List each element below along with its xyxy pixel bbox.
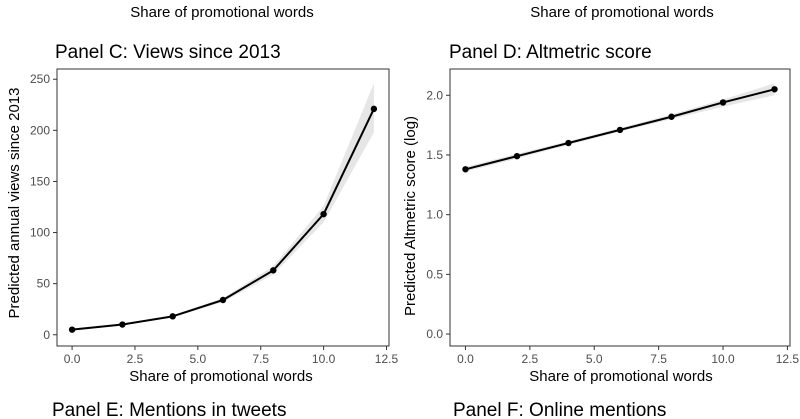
panel-d-y-tick-label: 1.5 [426, 148, 443, 162]
panel-c-y-tick-label: 0 [43, 328, 50, 342]
panel-c-y-tick-label: 100 [30, 226, 50, 240]
panel-f-title: Panel F: Online mentions [453, 400, 666, 419]
panel-c-x-tick-label: 2.5 [127, 352, 144, 366]
panel-c-x-tick-label: 7.5 [252, 352, 269, 366]
panel-c-plot-frame [56, 68, 390, 347]
panel-d-y-axis-title: Predicted Altmetric score (log) [402, 116, 419, 316]
panel-c-data-point [68, 326, 76, 333]
panel-c-x-tick-label: 12.5 [375, 352, 399, 366]
panel-d-data-point [668, 113, 675, 120]
panel-d-x-tick-label: 12.5 [776, 352, 800, 366]
panel-d-data-point [616, 126, 624, 134]
panel-d-data-point [565, 139, 572, 147]
panel-d-x-tick-label: 7.5 [650, 352, 667, 366]
panel-c-confidence-band [72, 83, 374, 331]
panel-c-x-tick-label: 10.0 [312, 352, 336, 366]
panel-c-x-axis-title: Share of promotional words [129, 368, 312, 385]
panel-c-data-point [119, 321, 126, 328]
panel-d-plot-frame [449, 68, 791, 347]
panel-d-data-point [513, 152, 521, 160]
panel-c-y-axis-title: Predicted annual views since 2013 [6, 88, 23, 319]
panel-d: Panel D: Altmetric score Predicted Altme… [402, 42, 799, 385]
panel-d-y-tick-label: 0.5 [426, 267, 443, 281]
panel-d-data-point [462, 166, 469, 173]
panel-c-y-tick-label: 200 [30, 123, 50, 137]
panel-d-y-tick-label: 2.0 [426, 88, 443, 102]
panel-c: Panel C: Views since 2013 Predicted annu… [6, 42, 398, 385]
panel-c-data-point [370, 105, 378, 113]
top-axis-title-right: Share of promotional words [530, 4, 713, 21]
panel-d-x-tick-label: 2.5 [522, 352, 539, 366]
panel-c-title: Panel C: Views since 2013 [55, 42, 281, 63]
panel-d-y-tick-label: 1.0 [426, 208, 443, 222]
panel-c-y-tick-label: 50 [37, 277, 51, 291]
panel-c-data-point [270, 267, 277, 274]
panel-d-y-tick-label: 0.0 [426, 327, 443, 341]
top-axis-title-left: Share of promotional words [130, 4, 313, 21]
panel-d-x-tick-label: 5.0 [586, 352, 603, 366]
panel-c-x-tick-label: 5.0 [190, 352, 207, 366]
panel-c-y-tick-label: 250 [30, 72, 50, 86]
panel-e-title: Panel E: Mentions in tweets [52, 400, 286, 419]
panel-d-x-axis-title: Share of promotional words [529, 368, 712, 385]
panel-d-x-tick-label: 0.0 [457, 352, 474, 366]
panel-c-data-point [320, 210, 327, 218]
panel-d-data-point [771, 86, 778, 93]
panel-c-y-tick-label: 150 [30, 174, 50, 188]
panel-d-title: Panel D: Altmetric score [449, 42, 652, 63]
panel-c-data-point [169, 313, 176, 320]
panel-c-data-point [219, 296, 227, 304]
panel-d-data-point [719, 99, 727, 106]
panel-d-x-tick-label: 10.0 [711, 352, 735, 366]
panel-c-series-line [71, 108, 375, 331]
panel-c-x-tick-label: 0.0 [64, 352, 81, 366]
